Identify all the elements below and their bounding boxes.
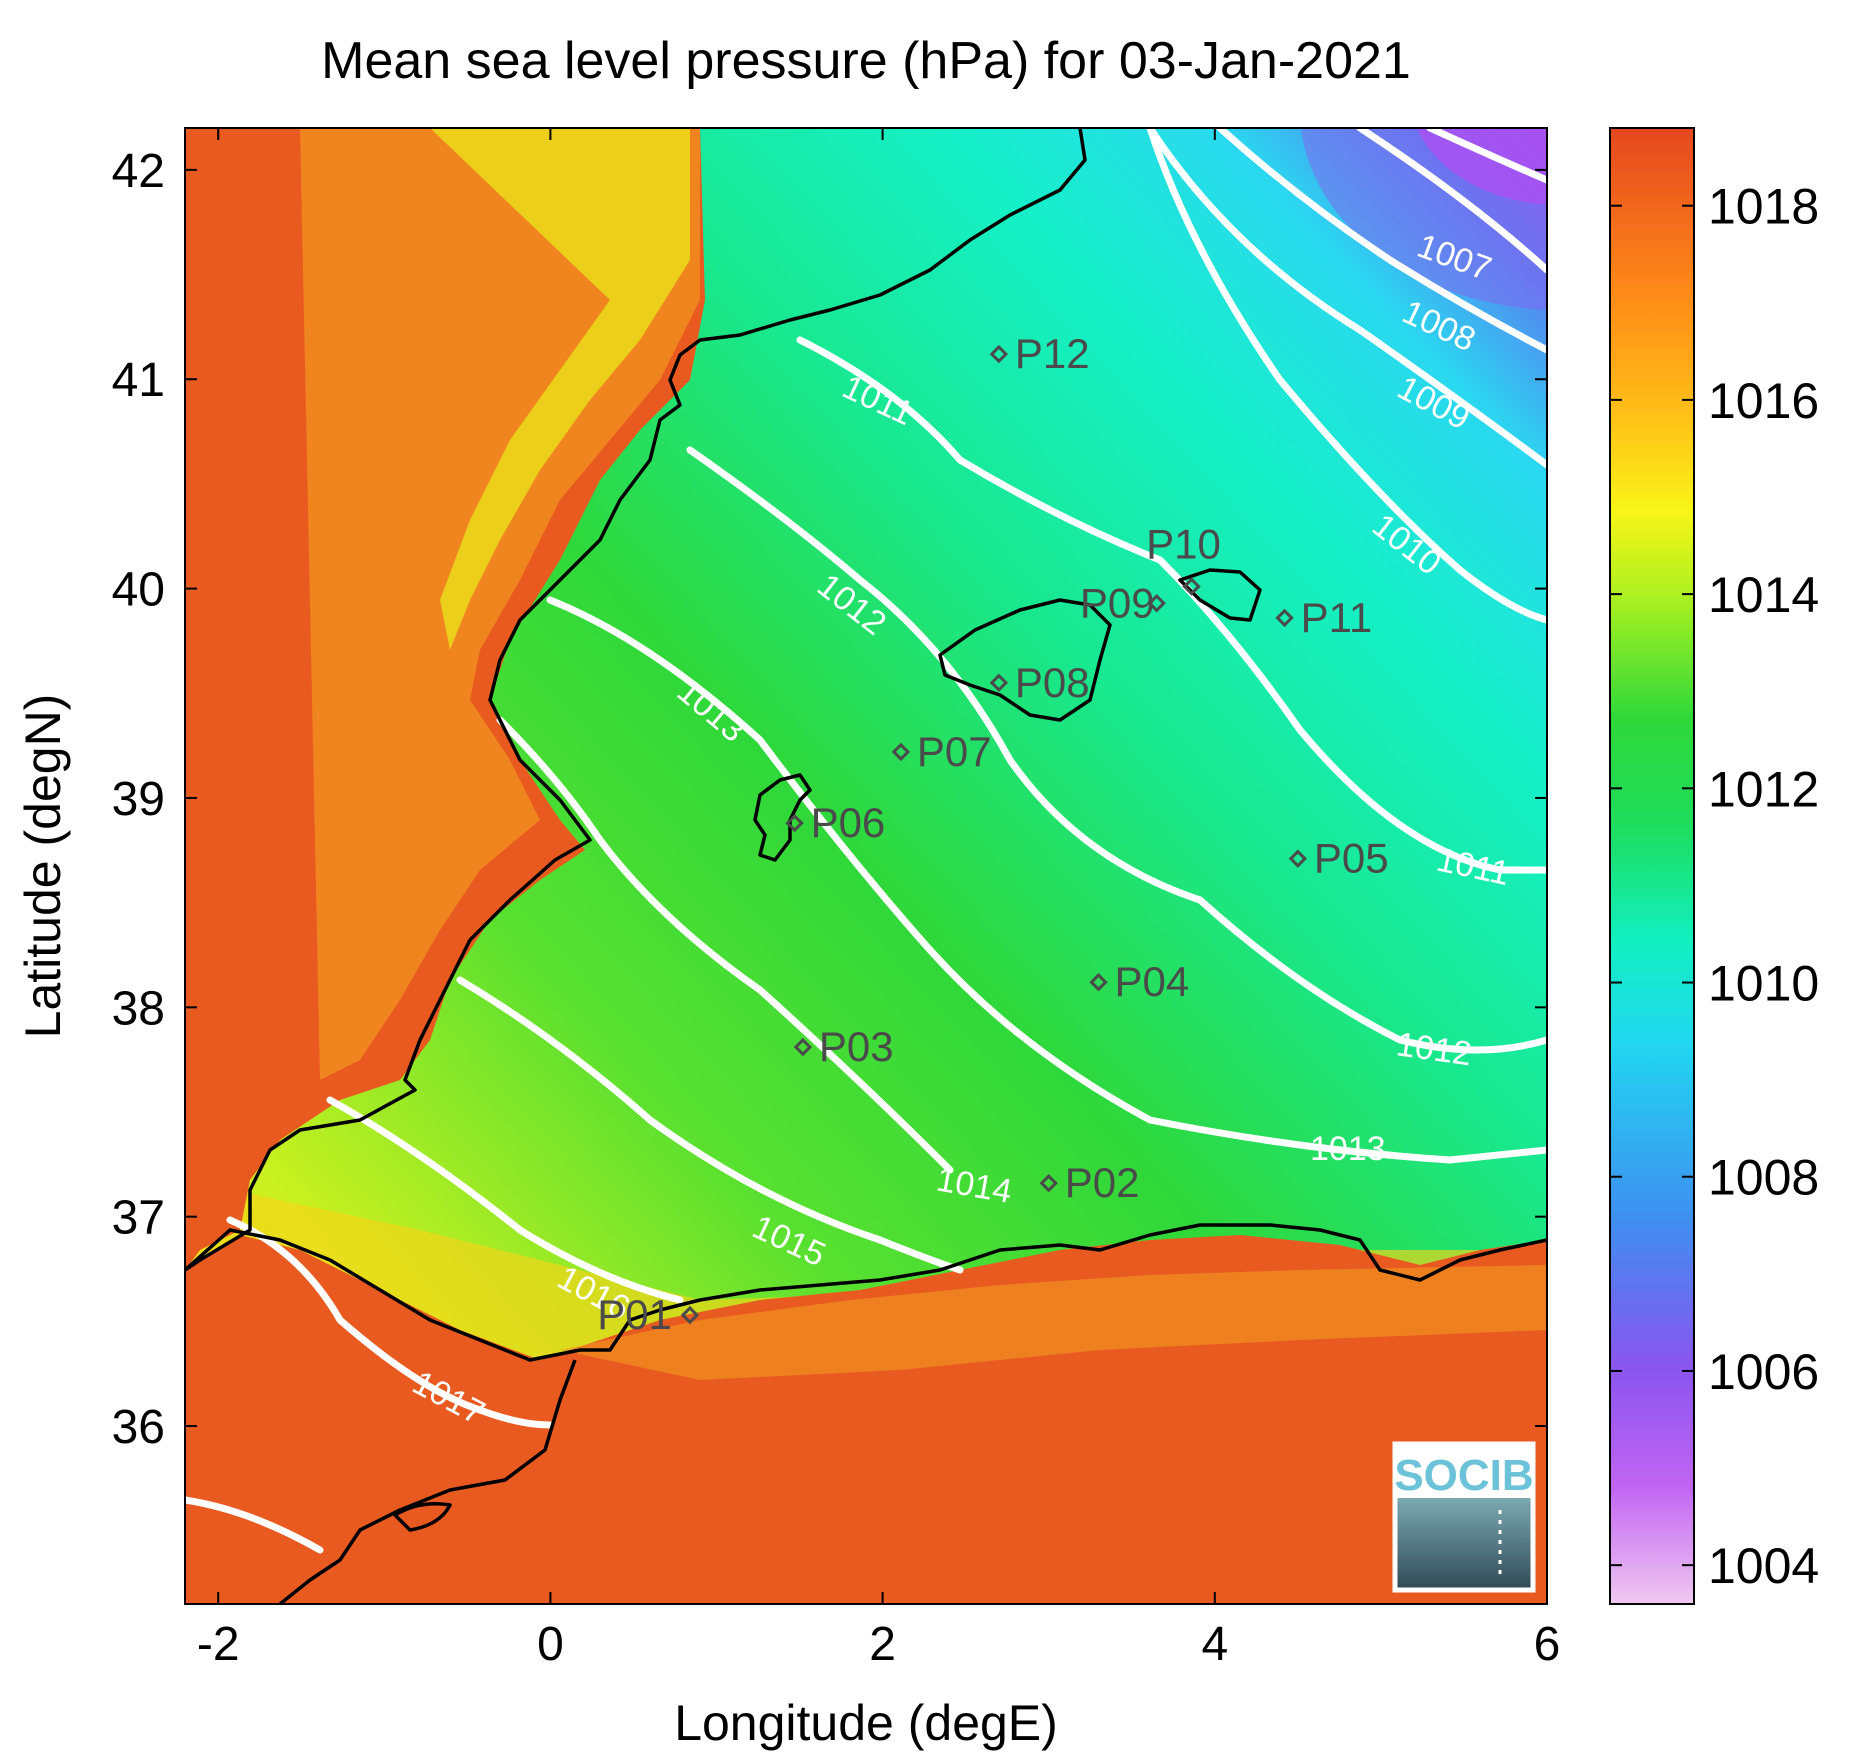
- station-marker-p10: [1182, 577, 1201, 596]
- colorbar-tick-label: 1018: [1708, 179, 1819, 235]
- north-africa-coastal-field: [560, 1265, 1547, 1380]
- y-tick-label: 41: [112, 354, 165, 407]
- colorbar-tick-label: 1016: [1708, 373, 1819, 429]
- colorbar-tick-label: 1010: [1708, 956, 1819, 1012]
- station-marker-p03: [793, 1037, 813, 1057]
- axis-ticks: -2 0 2 4 6 42 41 40 39 38 37 36: [112, 128, 1561, 1671]
- colorbar-tick-label: 1008: [1708, 1150, 1819, 1206]
- socib-logo-text: SOCIB: [1394, 1451, 1533, 1500]
- x-tick-label: 4: [1201, 1618, 1228, 1671]
- station-label-p11: P11: [1301, 594, 1373, 641]
- morocco-coastline: [278, 1359, 577, 1604]
- island-alboran: [393, 1502, 452, 1532]
- colorbar-ticks: 1018 1016 1014 1012 1010 1008 1006 1004: [1610, 179, 1819, 1594]
- contour-1018: [185, 1496, 324, 1554]
- contour-1017: [226, 1216, 554, 1429]
- station-label-p02: P02: [1065, 1159, 1140, 1206]
- contour-1009: [1146, 128, 1547, 469]
- station-marker-p12: [989, 344, 1009, 364]
- station-label-p08: P08: [1015, 659, 1090, 706]
- island-ibiza: [753, 773, 812, 862]
- station-marker-p05: [1288, 849, 1308, 868]
- socib-logo-header: [1397, 1446, 1531, 1498]
- low-pressure-center: [1416, 128, 1547, 205]
- contour-1007: [1356, 128, 1547, 274]
- colorbar-gradient: [1609, 127, 1695, 1605]
- iberia-north-field: [430, 128, 690, 650]
- contour-1011: [796, 336, 1547, 874]
- station-label-p01: P01: [597, 1291, 672, 1338]
- socib-logo: SOCIB: [1392, 1441, 1536, 1593]
- station-label-p06: P06: [811, 799, 886, 846]
- colorbar-tick-label: 1006: [1708, 1344, 1819, 1400]
- pressure-contours: [185, 128, 1547, 1554]
- north-africa-coastline: [185, 1223, 1547, 1362]
- plot-frame: [184, 127, 1548, 1605]
- station-label-p12: P12: [1015, 330, 1090, 377]
- y-tick-label: 38: [112, 982, 165, 1035]
- station-marker-p07: [891, 742, 911, 762]
- station-markers: P01 P02 P03 P04 P05 P06 P07 P08 P09 P10 P11 P12: [597, 330, 1388, 1338]
- x-tick-label: 0: [537, 1618, 564, 1671]
- station-marker-p08: [989, 673, 1009, 693]
- contour-1010: [1146, 128, 1547, 624]
- contour-1008: [1216, 128, 1547, 354]
- contour-1016: [326, 1096, 684, 1304]
- station-label-p07: P07: [917, 728, 992, 775]
- station-marker-p06: [785, 813, 804, 833]
- island-mallorca: [938, 598, 1112, 722]
- contour-1014: [496, 716, 954, 1174]
- station-label-p04: P04: [1115, 958, 1190, 1005]
- x-tick-label: 6: [1534, 1618, 1561, 1671]
- station-marker-p02: [1039, 1173, 1058, 1193]
- x-tick-label: 2: [869, 1618, 896, 1671]
- iberia-coastline: [185, 128, 1087, 1272]
- station-label-p09: P09: [1080, 579, 1155, 626]
- y-tick-label: 39: [112, 773, 165, 826]
- y-tick-label: 42: [112, 145, 165, 198]
- station-marker-p01: [680, 1305, 700, 1325]
- map-plot-area: 1007 1008 1009 1010 1011 1012 1013 1014 …: [185, 128, 1547, 1604]
- y-tick-label: 40: [112, 564, 165, 617]
- contour-1015: [456, 976, 964, 1274]
- x-axis-label: Longitude (degE): [674, 1695, 1058, 1751]
- y-axis-label: Latitude (degN): [15, 694, 71, 1039]
- y-tick-label: 36: [112, 1401, 165, 1454]
- colorbar-tick-label: 1012: [1708, 761, 1819, 817]
- colorbar: 1018 1016 1014 1012 1010 1008 1006 1004: [1609, 127, 1819, 1605]
- station-marker-p09: [1147, 594, 1166, 613]
- colorbar-tick-label: 1004: [1708, 1538, 1819, 1594]
- y-tick-label: 37: [112, 1192, 165, 1245]
- contour-label-1013-east: 1013: [1310, 1130, 1386, 1168]
- contour-1012: [686, 446, 1547, 1054]
- island-menorca: [1178, 568, 1262, 622]
- contour-1013: [546, 596, 1547, 1164]
- colorbar-tick-label: 1014: [1708, 567, 1819, 623]
- station-label-p10: P10: [1146, 521, 1221, 568]
- station-marker-p04: [1089, 973, 1108, 992]
- station-label-p03: P03: [819, 1023, 894, 1070]
- coastlines: [185, 128, 1547, 1604]
- x-tick-label: -2: [197, 1618, 240, 1671]
- station-label-p05: P05: [1314, 835, 1389, 882]
- station-marker-p11: [1275, 608, 1294, 628]
- chart-title: Mean sea level pressure (hPa) for 03-Jan…: [321, 32, 1411, 90]
- contour-1006: [1426, 128, 1547, 184]
